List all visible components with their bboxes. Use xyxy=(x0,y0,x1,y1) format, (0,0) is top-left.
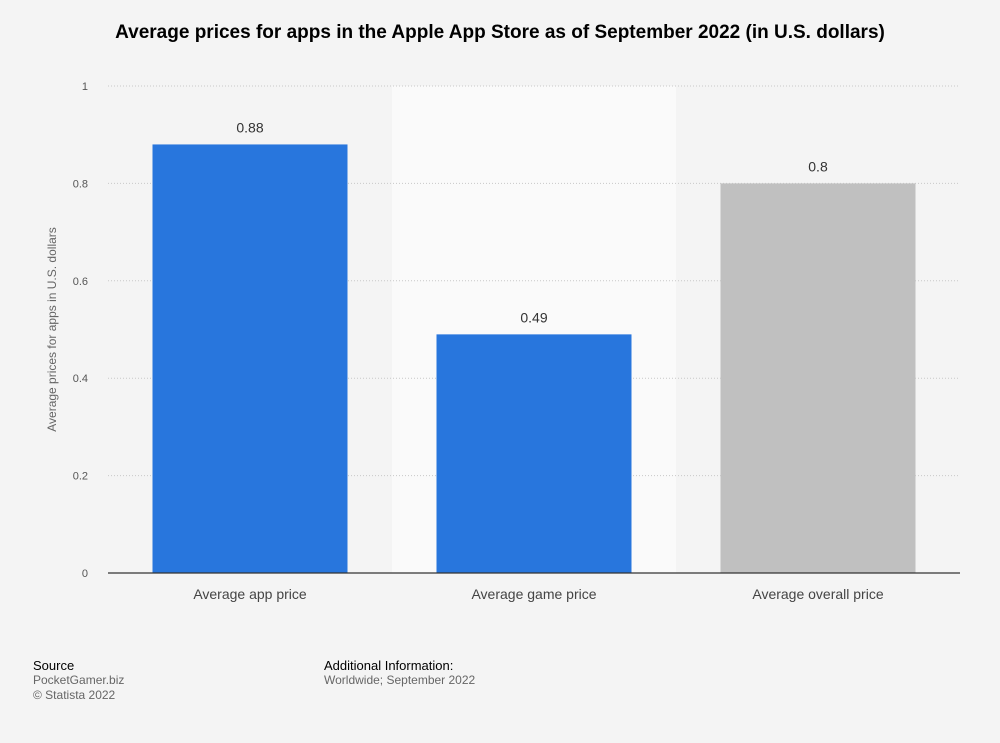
y-tick-label: 0 xyxy=(82,568,88,580)
y-axis-label: Average prices for apps in U.S. dollars xyxy=(45,227,59,432)
source-block: Source PocketGamer.biz © Statista 2022 xyxy=(33,658,124,703)
additional-info-line: Worldwide; September 2022 xyxy=(324,673,476,687)
copyright-line: © Statista 2022 xyxy=(33,688,116,702)
y-tick-label: 0.4 xyxy=(73,373,88,385)
y-tick-label: 0.6 xyxy=(73,276,88,288)
x-tick-label: Average app price xyxy=(193,586,307,602)
additional-info-block: Additional Information: Worldwide; Septe… xyxy=(324,658,475,688)
source-heading: Source xyxy=(33,658,75,673)
source-line: PocketGamer.biz xyxy=(33,673,125,687)
y-tick-label: 1 xyxy=(82,81,88,93)
bar-1 xyxy=(152,144,348,573)
value-label: 0.49 xyxy=(520,309,547,325)
value-label: 0.88 xyxy=(236,119,263,135)
bar-2 xyxy=(436,334,632,573)
y-tick-label: 0.2 xyxy=(73,471,88,483)
value-label: 0.8 xyxy=(808,158,828,174)
x-tick-label: Average game price xyxy=(471,586,596,602)
additional-info-heading: Additional Information: xyxy=(324,658,454,673)
x-tick-label: Average overall price xyxy=(752,586,883,602)
y-tick-label: 0.8 xyxy=(73,178,88,190)
bar-chart: 0 0.2 0.4 0.6 0.8 1 0.88 Average app price 0.49… xyxy=(45,81,960,602)
bar-3 xyxy=(720,183,916,573)
chart-title: Average prices for apps in the Apple App… xyxy=(115,22,885,43)
